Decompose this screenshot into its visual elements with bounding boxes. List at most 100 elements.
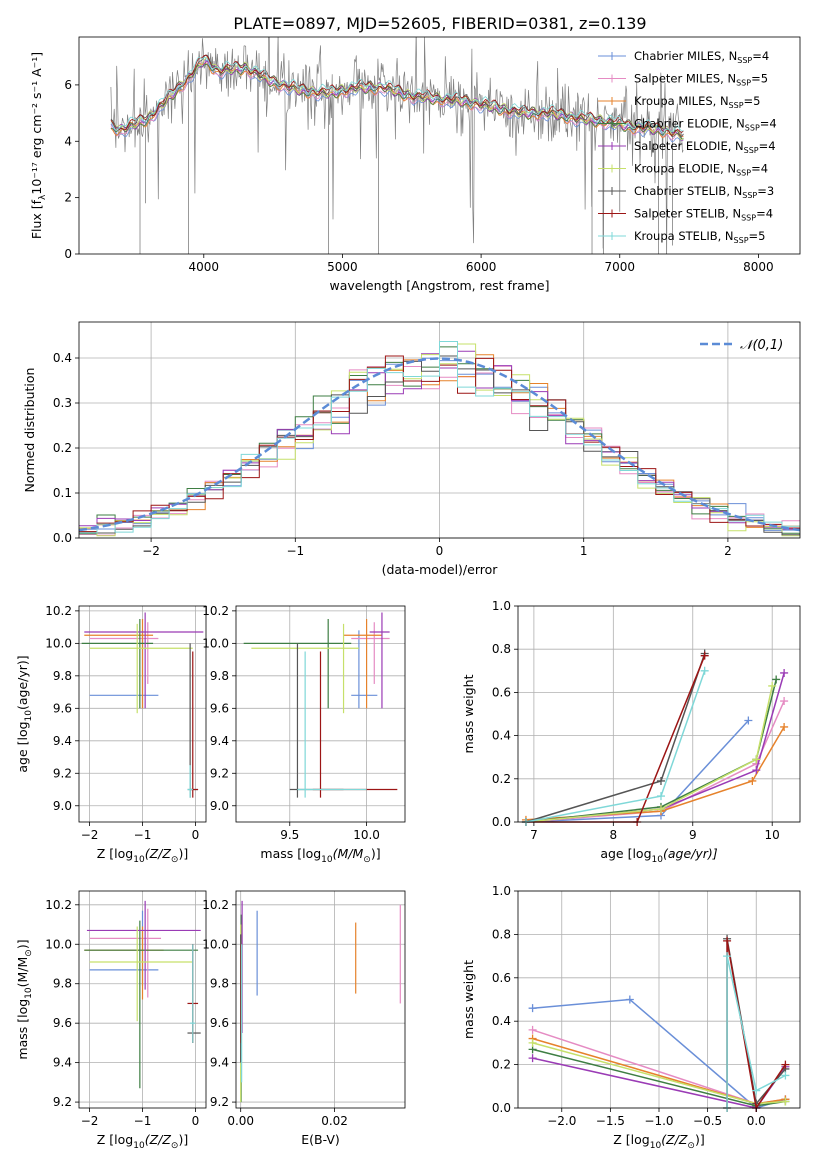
label-part: =5 [744,94,761,108]
y-axis-label: age [log10(age/yr)] [15,655,34,772]
errorbar-point [84,920,199,1089]
label-part: (age/yr)] [663,846,718,861]
y-tick-label: 2 [64,191,72,205]
weight-marker [748,776,757,785]
errorbar-point [343,618,382,709]
legend-entry: Kroupa MILES, NSSP=5 [634,94,760,110]
x-axis-label: age [log10(age/yr)] [600,846,717,865]
residual-histogram [79,341,800,534]
x-tick-label: −1 [134,1114,152,1128]
y-tick-label: 10.2 [202,898,229,912]
y-axis-label: mass weight [461,674,476,753]
x-tick-label: −2 [81,828,99,842]
errorbar-point [86,900,201,990]
x-tick-label: −2.0 [547,1114,576,1128]
errorbar-point [187,765,193,798]
y-tick-label: 9.0 [53,799,72,813]
y-tick-label: 0.1 [53,486,72,500]
weight-marker [625,995,634,1004]
plot-area [84,900,201,1089]
errorbar-point [187,944,201,1043]
legend-entry: Chabrier STELIB, NSSP=3 [634,184,774,200]
y-tick-label: 0.0 [492,1101,511,1115]
label-part: =4 [760,117,777,131]
label-part: )] [371,846,381,861]
x-tick-label: −1.0 [644,1114,673,1128]
label-part: )] [178,1132,188,1147]
label-part: E(B-V) [301,1132,340,1147]
label-part: age [log [15,721,30,772]
label-part: SSP [729,101,744,110]
label-part: (Z/Z [145,1132,172,1147]
y-tick-label: 9.4 [53,1056,72,1070]
weight-marker [768,681,777,690]
axes-frame [78,36,801,255]
y-axis-label: Flux [fλ10⁻¹⁷ erg cm⁻² s⁻¹ A⁻¹] [29,52,48,239]
plot-area [240,900,401,1103]
label-part: Z [log [97,846,133,861]
data-spectrum [110,37,684,254]
weight-marker [723,936,732,945]
x-tick-label: 4000 [189,260,220,274]
plot-area [243,612,398,798]
y-tick-label: 10.0 [202,937,229,951]
legend-entry: Salpeter STELIB, NSSP=4 [634,207,773,223]
y-tick-label: 0.4 [53,351,72,365]
x-tick-label: 8000 [743,260,774,274]
label-part: (data-model)/error [382,562,499,577]
weight-marker [780,668,789,677]
weight-marker [772,675,781,684]
legend-entry: Kroupa ELODIE, NSSP=4 [634,162,768,178]
label-part: (age/yr)] [15,655,30,710]
histograms [78,341,801,537]
y-tick-label: 9.4 [210,734,229,748]
y-tick-label: 9.0 [210,799,229,813]
weight-marker [528,1038,537,1047]
errorbars [240,900,401,1103]
y-tick-label: 0.8 [492,642,511,656]
weight-marker [752,1086,761,1095]
x-tick-label: 0.00 [227,1114,254,1128]
legend-entry: 𝒩(0,1) [740,338,783,353]
label-part: ⊙ [171,855,179,865]
y-tick-label: 0 [64,247,72,261]
x-tick-label: 9.5 [280,828,299,842]
y-tick-label: 0.8 [492,927,511,941]
errorbar-point [84,926,164,1000]
axes-frame [235,890,406,1109]
label-part: 10⁻¹⁷ erg cm⁻² s⁻¹ A⁻¹] [29,52,44,195]
y-tick-label: 1.0 [492,599,511,613]
y-tick-label: 0.2 [492,772,511,786]
label-part: (Z/Z [661,1132,688,1147]
label-part: Flux [f [29,199,44,239]
weight-series [525,672,785,823]
errorbar-point [289,643,344,798]
model-spectrum [110,56,684,133]
label-part: SSP [736,169,751,178]
label-part: =4 [759,139,776,153]
label-part: SSP [737,56,752,65]
y-tick-label: 10.0 [45,636,72,650]
errorbars [243,612,398,798]
label-part: SSP [734,236,749,245]
y-tick-label: 9.8 [210,669,229,683]
errorbar-point [312,651,398,798]
errorbar-point [81,618,154,709]
y-tick-label: 9.8 [210,977,229,991]
x-axis-label: Z [log10(Z/Z⊙)] [97,846,188,865]
weight-marker [780,722,789,731]
weight-marker [723,952,732,961]
x-tick-label: 0 [192,828,200,842]
label-part: mass [log [15,999,30,1060]
plot-area: 𝒩(0,1) [78,338,801,537]
y-tick-label: 9.8 [53,669,72,683]
y-tick-label: 10.0 [202,636,229,650]
y-tick-label: 9.4 [53,734,72,748]
weight-marker [528,1004,537,1013]
y-tick-label: 10.0 [45,937,72,951]
x-tick-label: −0.5 [693,1114,722,1128]
errorbar-point [297,651,367,798]
label-part: ⊙ [363,855,371,865]
x-tick-label: 9 [689,828,697,842]
